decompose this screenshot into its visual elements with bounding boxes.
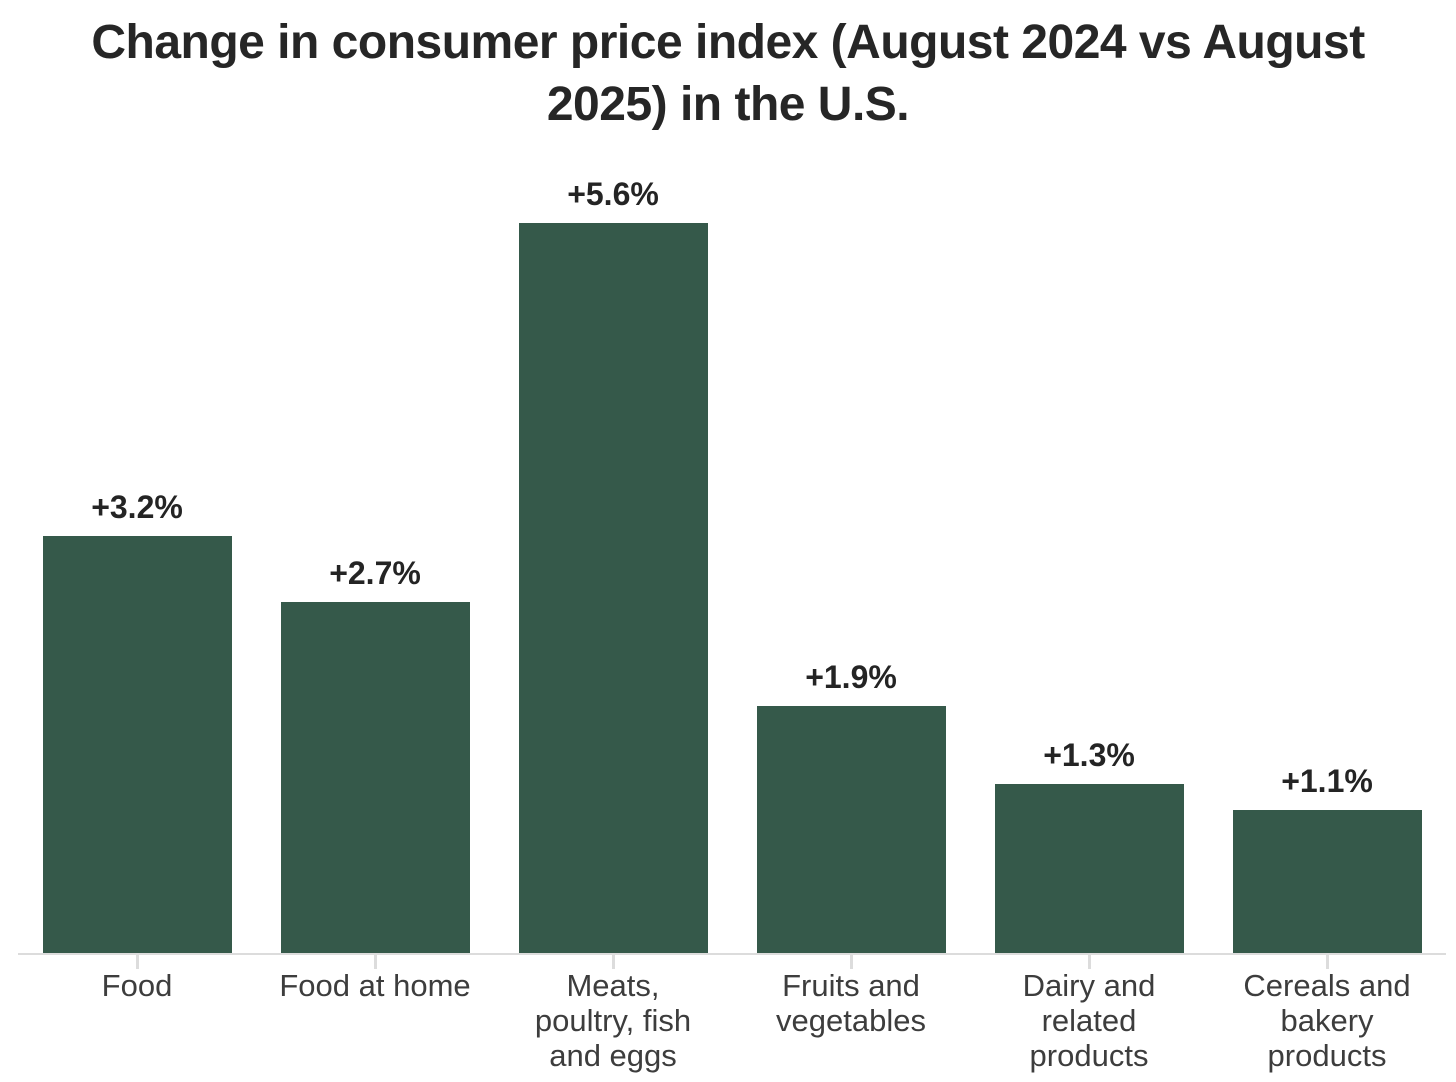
x-axis-label-dairy-products: Dairy and related products xyxy=(1022,968,1156,1073)
chart-title: Change in consumer price index (August 2… xyxy=(0,12,1456,136)
bar-value-label: +2.7% xyxy=(329,555,421,591)
x-axis-labels: Food Food at home Meats, poultry, fish a… xyxy=(18,968,1446,1073)
chart-title-line-2: 2025) in the U.S. xyxy=(546,78,910,131)
bar-value-label: +1.9% xyxy=(805,659,897,695)
bar-group-food-at-home: +2.7% xyxy=(256,0,494,969)
x-axis-line xyxy=(18,953,1446,955)
chart-title-line-1: Change in consumer price index (August 2… xyxy=(91,16,1365,69)
x-axis-tick xyxy=(612,955,615,969)
x-axis-label-cereals-bakery: Cereals and bakery products xyxy=(1243,968,1411,1073)
x-axis-tick xyxy=(136,955,139,969)
x-axis-label-food-at-home: Food at home xyxy=(279,968,471,1003)
bar-value-label: +5.6% xyxy=(567,176,659,212)
bar-value-label: +1.3% xyxy=(1043,737,1135,773)
bar xyxy=(280,602,470,954)
bar-group-dairy-products: +1.3% xyxy=(970,0,1208,969)
x-axis-tick xyxy=(1326,955,1329,969)
x-axis-label-fruits-vegetables: Fruits and vegetables xyxy=(776,968,926,1038)
bar-group-meats-poultry-fish-eggs: +5.6% xyxy=(494,0,732,969)
bar xyxy=(518,223,708,954)
x-axis-label-food: Food xyxy=(101,968,173,1003)
plot-area: +3.2% +2.7% +5.6% +1.9% +1.3% +1.1% xyxy=(18,0,1446,969)
bar-value-label: +3.2% xyxy=(91,489,183,525)
bar-group-food: +3.2% xyxy=(18,0,256,969)
bar xyxy=(42,536,232,954)
x-axis-tick xyxy=(1088,955,1091,969)
bar-group-fruits-vegetables: +1.9% xyxy=(732,0,970,969)
bar xyxy=(1232,810,1422,954)
x-axis-tick xyxy=(374,955,377,969)
x-axis-label-meats-poultry-fish-eggs: Meats, poultry, fish and eggs xyxy=(534,968,692,1073)
bar xyxy=(756,706,946,954)
bar-group-cereals-bakery: +1.1% xyxy=(1208,0,1446,969)
bar-value-label: +1.1% xyxy=(1281,763,1373,799)
bar xyxy=(994,784,1184,954)
x-axis-tick xyxy=(850,955,853,969)
